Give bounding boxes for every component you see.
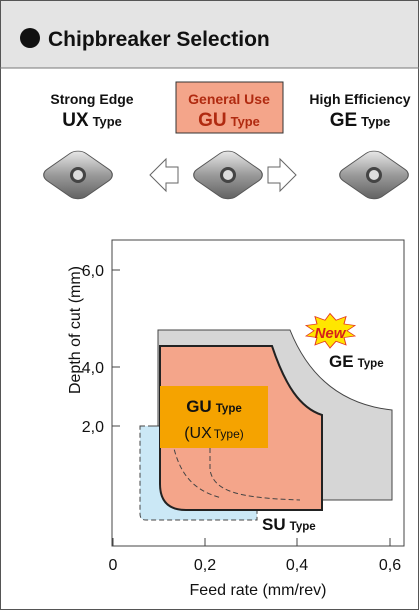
insert-gu [193, 150, 263, 200]
arrow-right [267, 157, 297, 193]
x-tick-label: 0,6 [379, 557, 401, 574]
y-tick-label: 2,0 [82, 419, 104, 436]
suffix: Type) [214, 427, 244, 441]
y-tick-label: 6,0 [82, 263, 104, 280]
y-tick-label: 4,0 [82, 360, 104, 377]
code: GE [329, 352, 354, 371]
type-alt: (UX Type) [184, 425, 244, 442]
title: Chipbreaker Selection [48, 28, 270, 51]
bullet [20, 28, 40, 48]
type-label: Strong Edge [50, 91, 133, 107]
insert-ge [339, 150, 409, 200]
code: GE [330, 110, 357, 131]
x-axis-label: Feed rate (mm/rev) [190, 582, 327, 599]
y-axis-label: Depth of cut (mm) [67, 266, 84, 394]
code: GU [186, 397, 212, 416]
region-ux [152, 425, 301, 501]
x-tick-label: 0 [109, 557, 118, 574]
labels: Strong Edge UX Type General Use GU Type High E… [50, 91, 410, 599]
suffix: Type [361, 114, 390, 129]
code: GU [198, 110, 227, 131]
type-code: GE Type [329, 352, 384, 371]
type-code: GU Type [186, 397, 242, 416]
suffix: Type [231, 114, 260, 129]
code: UX [62, 110, 89, 131]
insert-ux [43, 150, 113, 200]
x-tick-label: 0,2 [194, 557, 216, 574]
code: SU [262, 515, 286, 534]
region-ux-inner [169, 425, 223, 499]
new-badge: New [315, 325, 347, 342]
suffix: Type [93, 114, 122, 129]
new-burst [304, 312, 357, 349]
type-label: High Efficiency [309, 91, 410, 107]
header-bg [1, 1, 418, 68]
gu-label-box [160, 386, 268, 448]
type-code: SU Type [262, 515, 316, 534]
x-tick-label: 0,4 [286, 557, 308, 574]
arrow-left [149, 157, 179, 193]
type-code: UX Type [62, 110, 122, 131]
type-label: General Use [188, 91, 270, 107]
suffix: Type [290, 521, 317, 533]
suffix: Type [358, 358, 385, 370]
code: (UX [184, 425, 212, 442]
type-code: GU Type [198, 110, 260, 131]
type-code: GE Type [330, 110, 391, 131]
highlight-box [175, 81, 284, 134]
suffix: Type [216, 403, 243, 415]
